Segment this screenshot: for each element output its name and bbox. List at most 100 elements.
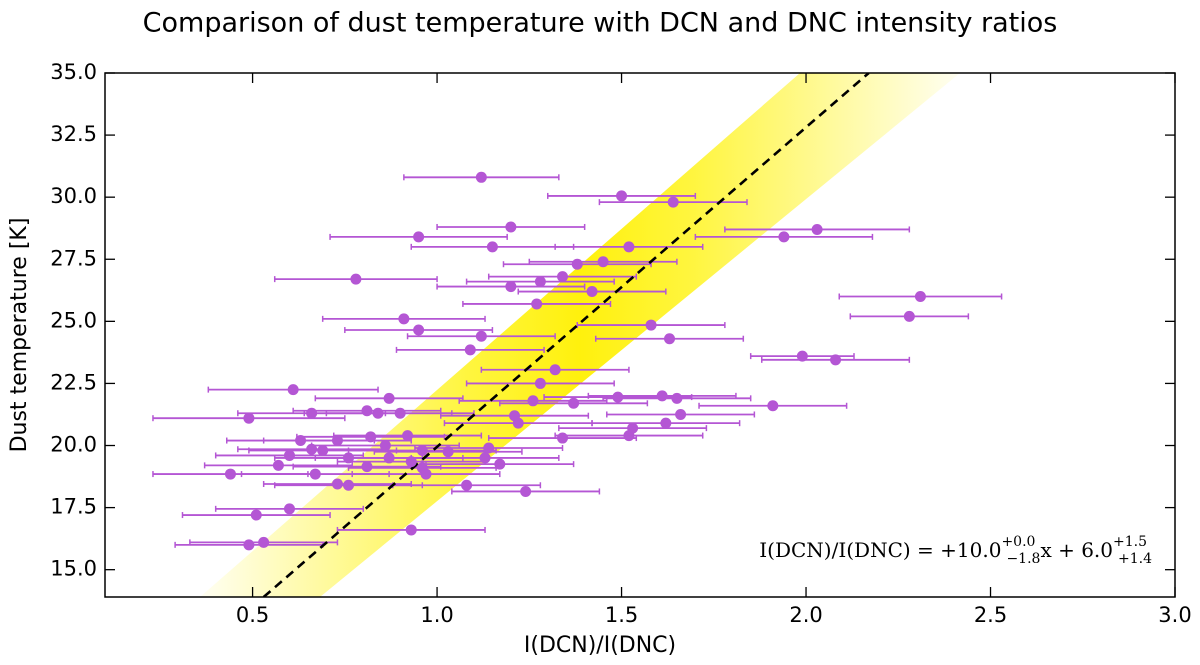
- data-point: [796, 350, 808, 362]
- y-tick-label: 35.0: [50, 60, 97, 84]
- data-point: [671, 392, 683, 404]
- fit-uncertainty-band: [200, 73, 960, 597]
- data-point: [494, 458, 506, 470]
- x-tick-label: 1.0: [420, 603, 453, 627]
- annotation-part: −1.8: [1006, 551, 1040, 567]
- data-point: [534, 377, 546, 389]
- x-tick-label: 0.5: [236, 603, 269, 627]
- data-point: [914, 291, 926, 303]
- x-tick-label: 2.0: [789, 603, 822, 627]
- data-point: [383, 452, 395, 464]
- data-point: [520, 485, 532, 497]
- data-point: [258, 536, 270, 548]
- data-point: [475, 171, 487, 183]
- annotation-part: x + 6.0: [1040, 538, 1113, 562]
- y-tick-label: 20.0: [50, 433, 97, 457]
- data-point: [778, 231, 790, 243]
- data-point: [365, 431, 377, 443]
- data-point: [343, 479, 355, 491]
- annotation-part: +0.0: [1001, 534, 1035, 550]
- data-point: [505, 281, 517, 293]
- y-tick-label: 25.0: [50, 308, 97, 332]
- data-point: [645, 319, 657, 331]
- data-point: [331, 435, 343, 447]
- data-point: [309, 468, 321, 480]
- data-point: [295, 435, 307, 447]
- data-point: [272, 459, 284, 471]
- y-tick-label: 22.5: [50, 370, 97, 394]
- data-point: [416, 444, 428, 456]
- data-point: [331, 478, 343, 490]
- y-tick-label: 27.5: [50, 246, 97, 270]
- data-point: [479, 452, 491, 464]
- x-tick-label: 3.0: [1158, 603, 1191, 627]
- annotation-part: +1.4: [1118, 551, 1152, 567]
- x-tick-label: 2.5: [974, 603, 1007, 627]
- data-point: [224, 468, 236, 480]
- data-point: [531, 298, 543, 310]
- data-point: [483, 442, 495, 454]
- data-point: [405, 524, 417, 536]
- data-point: [243, 412, 255, 424]
- data-point: [903, 310, 915, 322]
- fit-band: [200, 73, 960, 597]
- data-point: [379, 440, 391, 452]
- y-tick-label: 32.5: [50, 122, 97, 146]
- data-point: [675, 408, 687, 420]
- data-point: [616, 190, 628, 202]
- data-point: [317, 444, 329, 456]
- data-point: [398, 313, 410, 325]
- data-point: [283, 503, 295, 515]
- data-point: [442, 446, 454, 458]
- y-axis-label: Dust temperature [K]: [7, 218, 32, 453]
- data-point: [394, 407, 406, 419]
- chart-title: Comparison of dust temperature with DCN …: [143, 8, 1058, 39]
- data-point: [656, 390, 668, 402]
- data-point: [283, 449, 295, 461]
- data-point: [667, 196, 679, 208]
- annotation-part: +1.5: [1113, 534, 1147, 550]
- data-point: [402, 430, 414, 442]
- data-point: [343, 452, 355, 464]
- data-point: [413, 231, 425, 243]
- data-point: [557, 271, 569, 283]
- fit-annotation: I(DCN)/I(DNC) = +10.0+0.0 −1.8x + 6.0+1.5…: [759, 534, 1152, 567]
- data-point: [505, 221, 517, 233]
- data-point: [413, 324, 425, 336]
- data-point: [557, 432, 569, 444]
- data-point: [405, 456, 417, 468]
- x-axis-label: I(DCN)/I(DNC): [524, 633, 676, 658]
- plot-frame: [104, 72, 1176, 598]
- data-point: [475, 330, 487, 342]
- data-point: [623, 430, 635, 442]
- data-point: [243, 539, 255, 551]
- data-point: [383, 392, 395, 404]
- data-point: [612, 391, 624, 403]
- data-point: [420, 468, 432, 480]
- data-point: [597, 256, 609, 268]
- data-point: [350, 273, 362, 285]
- data-point: [660, 417, 672, 429]
- data-point: [830, 354, 842, 366]
- data-point: [811, 223, 823, 235]
- data-point: [549, 364, 561, 376]
- y-tick-label: 30.0: [50, 184, 97, 208]
- data-point: [571, 258, 583, 270]
- data-point: [664, 333, 676, 345]
- data-point: [306, 407, 318, 419]
- data-point: [464, 344, 476, 356]
- data-point: [527, 395, 539, 407]
- x-tick-label: 1.5: [605, 603, 638, 627]
- data-point: [767, 400, 779, 412]
- data-point: [486, 241, 498, 253]
- plot-area: [152, 73, 1003, 597]
- axes: 0.5 1.0 1.5 2.0 2.5 3.0 15.0 17.5 20.0 22.5 25.0 27…: [50, 60, 1191, 627]
- data-point: [250, 509, 262, 521]
- data-point: [287, 384, 299, 396]
- fit-line: [262, 73, 870, 597]
- data-point: [568, 397, 580, 409]
- y-tick-label: 15.0: [50, 557, 97, 581]
- data-point: [534, 276, 546, 288]
- data-point: [623, 241, 635, 253]
